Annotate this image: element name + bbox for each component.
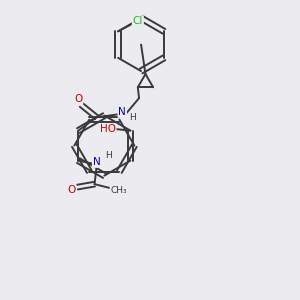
Text: CH₃: CH₃ [110, 185, 127, 194]
Text: H: H [105, 151, 112, 160]
Text: O: O [74, 94, 82, 104]
Text: O: O [68, 185, 76, 195]
Text: Cl: Cl [133, 16, 143, 26]
Text: H: H [129, 113, 136, 122]
Text: N: N [93, 157, 101, 167]
Text: N: N [118, 107, 126, 117]
Text: HO: HO [100, 124, 116, 134]
